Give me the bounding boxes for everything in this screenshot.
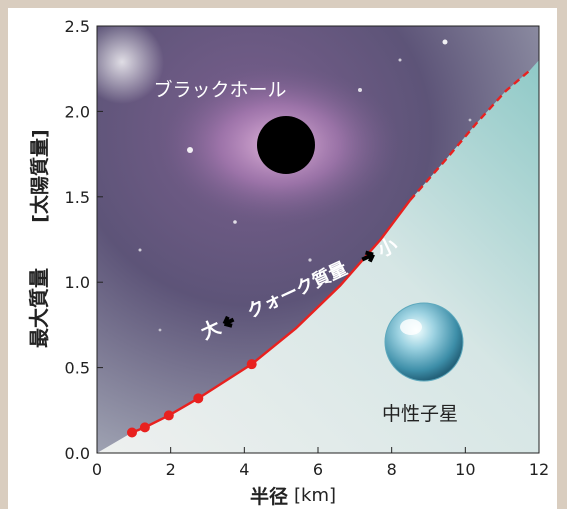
y-tick-label: 2.0: [65, 102, 90, 121]
black-hole-label: ブラックホール: [153, 78, 286, 101]
x-tick-label: 4: [239, 460, 249, 479]
data-point: [126, 427, 137, 438]
data-point: [246, 359, 257, 370]
y-tick-label: 1.0: [65, 273, 90, 292]
data-point: [193, 393, 204, 404]
y-tick-label: 2.5: [65, 17, 90, 36]
neutron-star-sphere: [384, 302, 464, 382]
x-tick-label: 6: [313, 460, 323, 479]
neutron-star-label: 中性子星: [382, 403, 458, 425]
y-axis-title: 最大質量: [27, 268, 51, 348]
y-tick-label: 1.5: [65, 188, 90, 207]
data-point: [163, 410, 174, 421]
y-tick-label: 0.5: [65, 359, 90, 378]
data-markers: [126, 359, 257, 438]
x-tick-label: 10: [455, 460, 475, 479]
x-tick-label: 12: [529, 460, 549, 479]
arrow-large-icon: [222, 315, 235, 328]
series-line-dashed: [409, 69, 531, 202]
x-tick-label: 0: [92, 460, 102, 479]
star-glow-topleft: [97, 26, 164, 104]
x-tick-label: 8: [387, 460, 397, 479]
axis-ticks: 0 2 4 6 8 10 12 0.0 0.5 1.0 1.5 2.0 2.5: [65, 17, 550, 479]
plot-background: [97, 26, 539, 453]
black-hole-disk: [257, 116, 315, 174]
arrow-small-icon: [361, 250, 375, 263]
x-tick-label: 2: [166, 460, 176, 479]
x-axis-title: 半径: [250, 485, 288, 508]
y-axis-unit: [太陽質量]: [28, 129, 51, 222]
y-tick-label: 0.0: [65, 444, 90, 463]
data-point: [139, 422, 150, 433]
x-axis-unit: [km]: [294, 485, 336, 506]
